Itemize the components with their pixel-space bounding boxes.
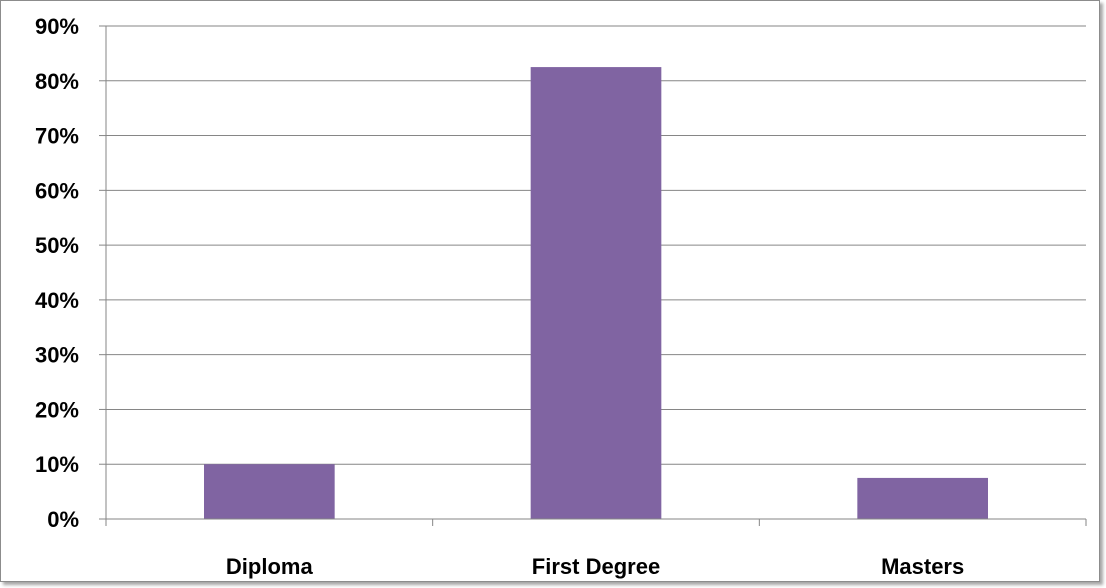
y-tick-label: 30% bbox=[35, 343, 79, 368]
axes bbox=[99, 25, 1087, 526]
bars bbox=[204, 67, 988, 519]
x-axis-category-labels: Diploma First Degree Masters bbox=[226, 554, 964, 579]
x-category-label: Masters bbox=[881, 554, 964, 579]
y-tick-label: 90% bbox=[35, 14, 79, 39]
y-tick-label: 10% bbox=[35, 452, 79, 477]
y-tick-label: 20% bbox=[35, 397, 79, 422]
bar-first-degree bbox=[530, 67, 662, 519]
x-category-label: Diploma bbox=[226, 554, 314, 579]
bar-diploma bbox=[204, 464, 335, 519]
y-axis-tick-labels: 0% 10% 20% 30% 40% 50% 60% 70% 80% 90% bbox=[35, 14, 79, 532]
bar-masters bbox=[857, 477, 988, 519]
y-tick-label: 0% bbox=[47, 507, 79, 532]
y-tick-label: 70% bbox=[35, 124, 79, 149]
y-tick-label: 40% bbox=[35, 288, 79, 313]
y-tick-label: 50% bbox=[35, 233, 79, 258]
y-tick-label: 80% bbox=[35, 69, 79, 94]
x-category-label: First Degree bbox=[532, 554, 660, 579]
y-tick-label: 60% bbox=[35, 178, 79, 203]
